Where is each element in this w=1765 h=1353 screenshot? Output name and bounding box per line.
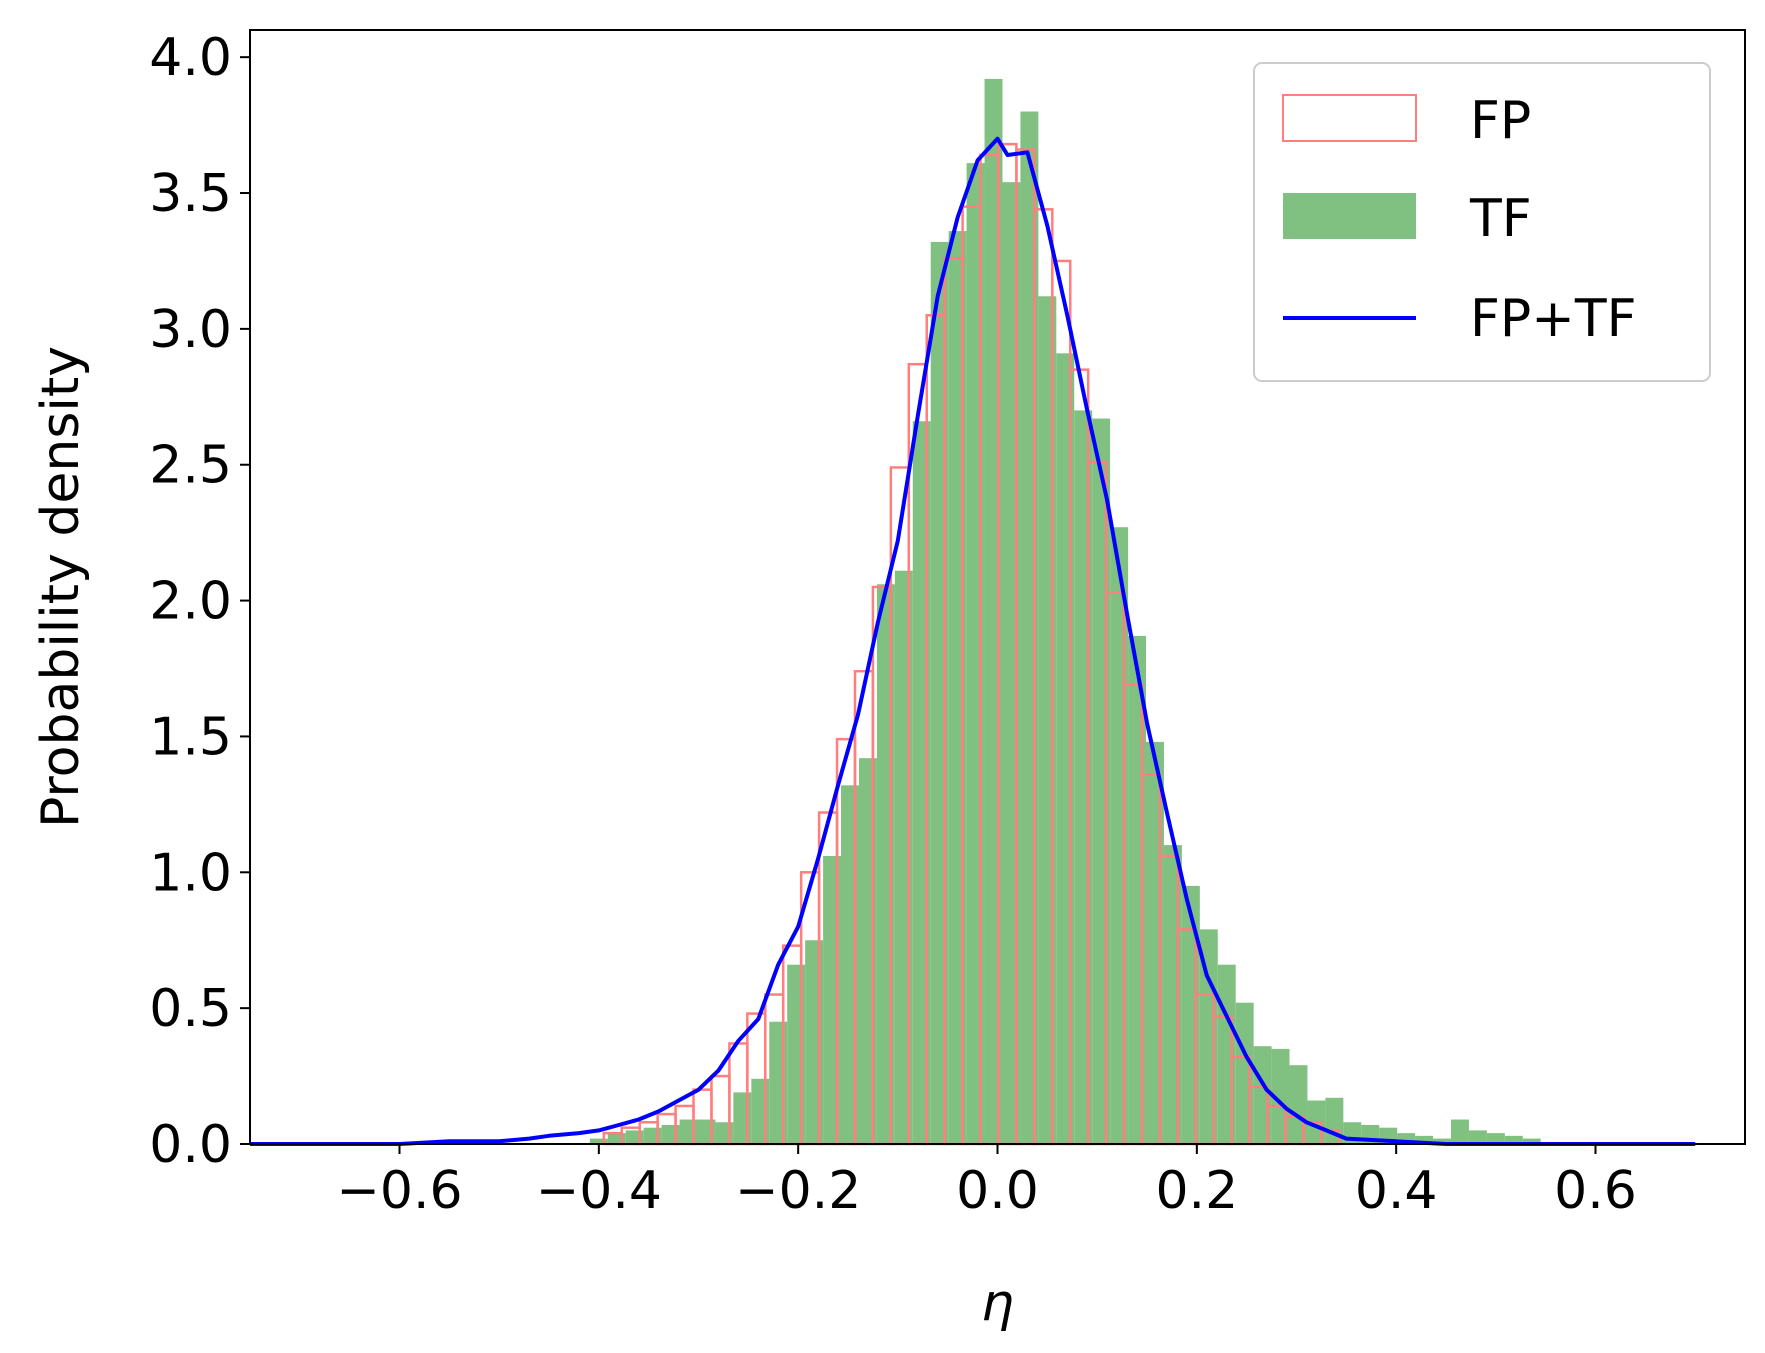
tf-bar-21	[966, 163, 985, 1144]
legend: FP TF FP+TF	[1253, 62, 1711, 382]
tf-bar-20	[948, 231, 967, 1144]
legend-sum-label: FP+TF	[1470, 289, 1637, 349]
tf-bar-22	[984, 78, 1003, 1144]
tf-bar-29	[1110, 527, 1129, 1144]
tf-bar-3	[643, 1127, 662, 1144]
y-tick-label: 2.5	[149, 436, 232, 496]
y-axis: 0.0 0.5 1.0 1.5 2.0 2.5 3.0 3.5 4.0	[149, 28, 250, 1175]
y-tick-label: 0.0	[149, 1115, 232, 1175]
x-axis-title: η	[981, 1273, 1014, 1333]
legend-tf-label: TF	[1469, 189, 1532, 249]
x-axis: −0.6 −0.4 −0.2 0.0 0.2 0.4 0.6	[336, 1144, 1637, 1221]
y-tick-label: 4.0	[149, 28, 232, 88]
tf-bar-50	[1486, 1133, 1505, 1144]
x-tick-label: 0.0	[956, 1161, 1039, 1221]
y-tick-label: 1.0	[149, 843, 232, 903]
x-tick-label: 0.6	[1554, 1161, 1637, 1221]
tf-bar-6	[697, 1119, 716, 1144]
tf-bar-28	[1092, 418, 1111, 1144]
tf-bar-0	[589, 1138, 608, 1144]
tf-bar-33	[1181, 885, 1200, 1144]
tf-bar-32	[1163, 845, 1182, 1144]
tf-bar-19	[930, 241, 949, 1144]
y-tick-label: 3.0	[149, 300, 232, 360]
tf-bar-12	[805, 940, 824, 1144]
tf-bar-48	[1450, 1119, 1469, 1144]
tf-bar-26	[1056, 353, 1075, 1145]
tf-bar-31	[1146, 741, 1164, 1144]
tf-bar-14	[841, 785, 859, 1144]
legend-fp-swatch	[1282, 94, 1417, 142]
tf-bar-18	[912, 421, 931, 1144]
tf-bar-51	[1504, 1135, 1523, 1144]
tf-bar-13	[823, 855, 842, 1144]
legend-box	[1253, 62, 1711, 382]
tf-bar-11	[787, 964, 806, 1144]
tf-bar-35	[1217, 964, 1236, 1144]
tf-bar-15	[858, 758, 877, 1144]
tf-bar-52	[1522, 1138, 1541, 1144]
tf-bar-7	[715, 1122, 734, 1144]
tf-bar-47	[1433, 1138, 1451, 1144]
x-tick-label: −0.2	[735, 1161, 861, 1221]
tf-bar-49	[1468, 1130, 1487, 1144]
tf-bar-24	[1020, 111, 1039, 1144]
tf-bar-27	[1074, 410, 1093, 1144]
tf-bar-5	[679, 1119, 698, 1144]
tf-bar-39	[1289, 1065, 1308, 1144]
tf-bar-9	[751, 1078, 770, 1144]
tf-bar-36	[1235, 1002, 1254, 1144]
tf-bar-16	[876, 584, 895, 1144]
tf-bar-45	[1397, 1133, 1416, 1144]
tf-bar-1	[607, 1133, 626, 1144]
y-tick-label: 2.0	[149, 572, 232, 632]
x-tick-label: −0.6	[336, 1161, 462, 1221]
x-tick-label: 0.4	[1355, 1161, 1438, 1221]
x-tick-label: −0.4	[536, 1161, 662, 1221]
tf-bar-37	[1253, 1046, 1272, 1144]
tf-bar-25	[1038, 296, 1057, 1144]
tf-bar-10	[769, 1021, 788, 1144]
y-tick-label: 1.5	[149, 707, 232, 767]
legend-fp-label: FP	[1470, 91, 1531, 151]
y-tick-label: 3.5	[149, 164, 232, 224]
tf-bar-23	[1002, 182, 1021, 1144]
tf-bar-4	[661, 1124, 680, 1144]
y-tick-label: 0.5	[149, 979, 232, 1039]
legend-tf-swatch	[1283, 193, 1416, 239]
tf-bar-46	[1415, 1135, 1434, 1144]
y-axis-title: Probability density	[31, 346, 91, 828]
tf-bar-2	[625, 1130, 644, 1144]
tf-bar-17	[894, 570, 913, 1144]
x-tick-label: 0.2	[1155, 1161, 1238, 1221]
fp-tf-line	[250, 136, 1696, 1146]
tf-bar-8	[733, 1092, 752, 1144]
